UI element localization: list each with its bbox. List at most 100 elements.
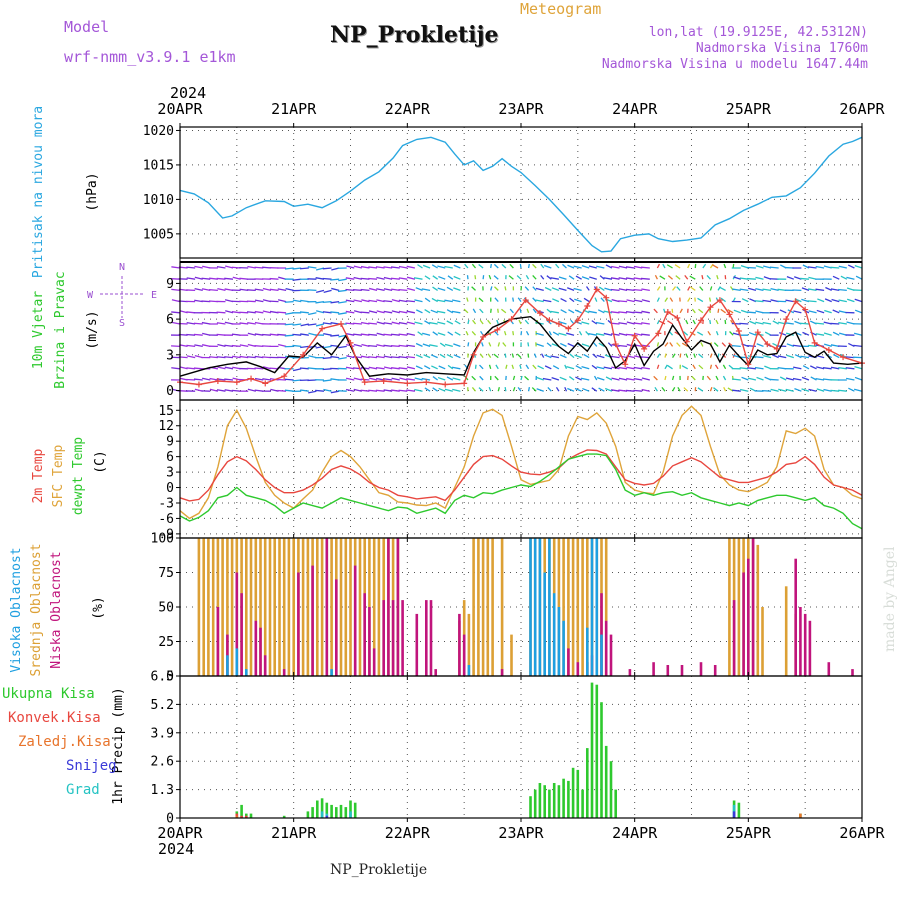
wind-arrow bbox=[709, 386, 713, 392]
wind-arrow bbox=[603, 366, 613, 370]
wind-arrow bbox=[581, 265, 590, 269]
wind-arrow bbox=[552, 298, 560, 303]
bar-low_cloud bbox=[462, 634, 466, 676]
wind-arrow bbox=[391, 377, 400, 381]
wind-arrow bbox=[353, 265, 363, 269]
wind-arrow bbox=[633, 299, 643, 303]
wind-arrow bbox=[667, 364, 673, 370]
gust-marker bbox=[281, 373, 288, 380]
wind-arrow bbox=[641, 288, 650, 292]
wind-arrow bbox=[415, 287, 423, 292]
wind-arrow bbox=[432, 331, 439, 336]
wind-arrow bbox=[471, 386, 477, 392]
bar-mid_cloud bbox=[287, 538, 291, 676]
series-wind_speed-line bbox=[179, 315, 863, 377]
wind-arrow bbox=[713, 387, 719, 392]
wind-arrow bbox=[201, 300, 211, 303]
wind-arrow bbox=[292, 267, 302, 270]
wind-arrow bbox=[618, 265, 628, 269]
wind-arrow bbox=[437, 376, 446, 381]
wind-arrow bbox=[769, 266, 779, 269]
bar-mid_cloud bbox=[500, 538, 504, 676]
wind-arrow bbox=[424, 297, 431, 303]
wind-arrow bbox=[391, 389, 400, 392]
wind-arrow bbox=[262, 266, 271, 269]
wind-arrow bbox=[823, 332, 832, 336]
wind-arrow bbox=[454, 331, 461, 336]
wind-arrow bbox=[368, 344, 378, 348]
bar-frz_precip bbox=[799, 813, 802, 818]
panel-precip bbox=[176, 672, 863, 822]
bar-high_cloud bbox=[586, 627, 589, 676]
bar-mid_cloud bbox=[581, 538, 584, 676]
bar-low_cloud bbox=[652, 662, 655, 676]
bar-mid_cloud bbox=[211, 538, 215, 676]
wind-arrow bbox=[733, 309, 741, 314]
wind-arrow bbox=[422, 343, 431, 348]
wind-arrow bbox=[693, 353, 696, 358]
bar-mid_cloud bbox=[339, 538, 343, 676]
wind-arrow bbox=[667, 320, 673, 325]
wind-arrow bbox=[391, 310, 400, 314]
wind-arrow bbox=[689, 275, 696, 280]
wind-arrow bbox=[284, 267, 294, 270]
wind-arrow bbox=[497, 387, 500, 392]
wind-arrow bbox=[808, 388, 817, 392]
wind-arrow bbox=[756, 376, 764, 381]
wind-arrow bbox=[345, 288, 355, 292]
wind-arrow bbox=[771, 354, 779, 359]
wind-arrow bbox=[699, 286, 704, 291]
wind-arrow bbox=[724, 319, 727, 325]
wind-arrow bbox=[519, 364, 522, 369]
wind-arrow bbox=[746, 277, 756, 280]
wind-arrow bbox=[618, 355, 628, 359]
wind-arrow bbox=[838, 265, 847, 269]
chart-subtitle: Meteogram bbox=[520, 0, 602, 18]
ytick-label: -9 bbox=[158, 527, 174, 542]
gust-marker bbox=[347, 339, 354, 346]
wind-arrow bbox=[414, 321, 423, 325]
bar-low_cloud bbox=[429, 600, 433, 676]
wind-arrow bbox=[376, 344, 385, 348]
xtick-label-bottom: 25APR bbox=[726, 824, 772, 842]
wind-arrow bbox=[721, 342, 727, 347]
wind-arrow bbox=[360, 311, 370, 314]
wind-arrow bbox=[709, 286, 713, 291]
bar-mid_cloud bbox=[481, 538, 485, 676]
wind-arrow bbox=[715, 375, 719, 381]
wind-arrow bbox=[487, 319, 492, 325]
wind-arrow bbox=[217, 366, 226, 370]
wind-arrow bbox=[720, 308, 726, 314]
wind-arrow bbox=[375, 266, 385, 269]
wind-arrow bbox=[269, 367, 279, 370]
wind-arrow bbox=[816, 388, 825, 392]
wind-arrow bbox=[345, 310, 355, 314]
bar-low_cloud bbox=[628, 669, 632, 676]
wind-arrow bbox=[300, 389, 309, 392]
wind-arrow bbox=[186, 378, 196, 381]
wind-arrow bbox=[566, 366, 575, 370]
wind-arrow bbox=[816, 366, 825, 370]
wind-arrow bbox=[801, 287, 810, 292]
wind-arrow bbox=[802, 331, 810, 336]
wind-arrow bbox=[277, 299, 287, 303]
wind-arrow bbox=[247, 388, 256, 392]
wind-arrow bbox=[292, 344, 302, 348]
wind-arrow bbox=[436, 299, 446, 303]
wind-arrow bbox=[383, 266, 393, 269]
wind-arrow bbox=[593, 342, 598, 347]
wind-arrow bbox=[322, 311, 332, 314]
bar-low_cloud bbox=[263, 655, 267, 676]
bar-high_cloud bbox=[467, 665, 471, 676]
wind-arrow bbox=[853, 344, 863, 348]
wind-arrow bbox=[618, 344, 628, 348]
wind-arrow bbox=[656, 319, 660, 325]
wind-arrow bbox=[641, 344, 650, 348]
bar-conv_precip bbox=[240, 815, 243, 818]
wind-arrow bbox=[239, 311, 249, 314]
wind-arrow bbox=[360, 288, 370, 292]
wind-arrow bbox=[239, 322, 249, 325]
wind-arrow bbox=[453, 275, 461, 280]
wind-arrow bbox=[607, 342, 613, 347]
bar-total_precip bbox=[344, 807, 348, 818]
